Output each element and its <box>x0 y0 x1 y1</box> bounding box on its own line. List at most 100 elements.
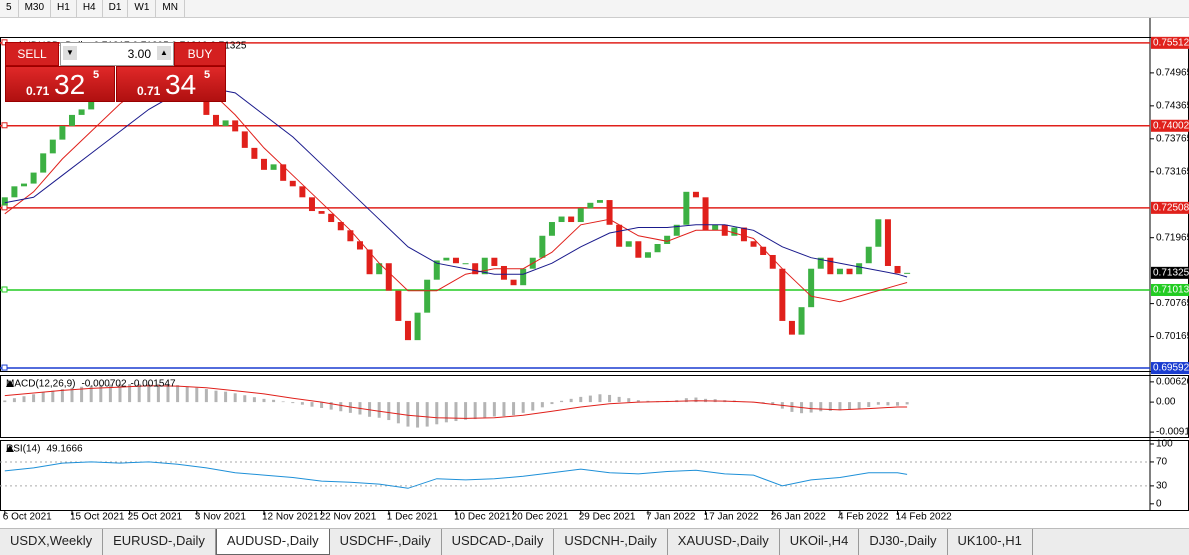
macd-bar <box>22 396 26 403</box>
candle <box>510 279 517 286</box>
macd-bar <box>771 402 775 406</box>
chart-tab[interactable]: XAUUSD-,Daily <box>668 529 780 555</box>
macd-bar <box>531 402 535 411</box>
chart-tab[interactable]: UK100-,H1 <box>948 529 1033 555</box>
timeframe-button[interactable]: W1 <box>128 0 157 17</box>
chart-tab[interactable]: EURUSD-,Daily <box>103 529 216 555</box>
candle <box>731 227 738 236</box>
macd-bar <box>867 402 871 407</box>
bid-price[interactable]: 0.71 32 5 <box>5 66 115 102</box>
candle <box>548 222 555 236</box>
lot-down[interactable]: ▼ <box>63 46 77 60</box>
timeframe-button[interactable]: MN <box>156 0 185 17</box>
level-label-bg <box>1151 283 1189 296</box>
candle <box>20 183 27 187</box>
macd-bar <box>905 402 909 405</box>
macd-bar <box>848 402 852 410</box>
panel-title: MACD(12,26,9) <box>6 379 75 390</box>
macd-bar <box>540 402 544 408</box>
candle <box>299 186 306 198</box>
x-tick-label: 4 Feb 2022 <box>838 512 889 522</box>
macd-bar <box>166 384 170 403</box>
candle <box>520 268 527 286</box>
candle <box>577 208 584 223</box>
ask-pips: 34 <box>165 69 197 100</box>
candle <box>366 249 373 275</box>
chart-tab[interactable]: AUDUSD-,Daily <box>215 529 330 555</box>
chart-tab[interactable]: DJ30-,Daily <box>859 529 948 555</box>
x-tick-label: 3 Nov 2021 <box>195 512 247 522</box>
candle <box>702 197 709 231</box>
y-tick-label: 100 <box>1156 439 1173 450</box>
macd-bar <box>521 402 525 413</box>
candle <box>817 257 824 269</box>
timeframe-button[interactable]: H4 <box>77 0 103 17</box>
candle <box>606 200 613 225</box>
panel-frame <box>0 440 1189 511</box>
candle <box>30 172 37 184</box>
lot-value: 3.00 <box>127 47 151 61</box>
chart-tab[interactable]: USDX,Weekly <box>0 529 104 555</box>
level-label: 0.74002 <box>1153 120 1189 131</box>
chart-tab[interactable]: UKOil-,H4 <box>780 529 860 555</box>
chart-tab[interactable]: USDCAD-,Daily <box>442 529 555 555</box>
macd-bar <box>473 402 477 420</box>
candle <box>712 224 719 231</box>
candle <box>289 180 296 187</box>
x-tick-label: 25 Oct 2021 <box>128 512 183 522</box>
macd-bar <box>310 402 314 407</box>
macd-bar <box>464 402 468 420</box>
macd-bar <box>108 384 112 403</box>
macd-bar <box>627 398 631 403</box>
buy-button[interactable]: BUY <box>174 42 226 66</box>
candle <box>68 114 75 126</box>
chart: 0.74965 0.74365 0.73765 0.73165 0.71965 0.707… <box>0 18 1189 522</box>
timeframe-button[interactable]: D1 <box>103 0 129 17</box>
timeframe-button[interactable]: M30 <box>19 0 52 17</box>
macd-bar <box>416 402 420 428</box>
macd-bar <box>118 384 122 403</box>
macd-bar <box>886 402 890 406</box>
sell-button[interactable]: SELL <box>5 42 59 66</box>
x-tick-label: 29 Dec 2021 <box>579 512 636 522</box>
indicator-line <box>4 385 908 419</box>
ask-price[interactable]: 0.71 34 5 <box>116 66 226 102</box>
macd-bar <box>156 383 160 403</box>
macd-bar <box>147 384 151 403</box>
y-tick-label: 0.70165 <box>1156 331 1189 342</box>
candle <box>414 312 421 341</box>
level-handle <box>1 286 8 293</box>
candle <box>260 158 267 170</box>
macd-bar <box>838 402 842 411</box>
candle <box>481 257 488 275</box>
ask-base: 0.71 <box>137 84 161 98</box>
candle <box>856 263 863 275</box>
macd-bar <box>70 387 74 403</box>
macd-bar <box>502 402 506 417</box>
chart-tab[interactable]: USDCNH-,Daily <box>554 529 668 555</box>
macd-bar <box>617 396 621 403</box>
candle <box>750 241 757 247</box>
chart-tab[interactable]: USDCHF-,Daily <box>330 529 442 555</box>
lot-input[interactable]: ▼ 3.00 ▲ <box>60 42 174 66</box>
candle <box>328 213 335 223</box>
x-tick-label: 26 Jan 2022 <box>771 512 826 522</box>
candle <box>385 263 392 291</box>
y-tick-label: 0.74365 <box>1156 100 1189 111</box>
bid-base: 0.71 <box>26 84 50 98</box>
macd-bar <box>128 384 132 403</box>
macd-bar <box>80 386 84 403</box>
level-label-bg <box>1151 201 1189 214</box>
macd-bar <box>694 397 698 403</box>
timeframe-button[interactable]: 5 <box>0 0 19 17</box>
macd-bar <box>214 390 218 403</box>
candle <box>347 230 354 242</box>
candle <box>664 235 671 245</box>
timeframe-button[interactable]: H1 <box>51 0 77 17</box>
macd-bar <box>99 385 103 403</box>
candle <box>280 164 287 181</box>
candle <box>462 263 469 265</box>
macd-bar <box>51 390 55 403</box>
lot-up[interactable]: ▲ <box>157 46 171 60</box>
collapse-icon <box>6 445 14 452</box>
